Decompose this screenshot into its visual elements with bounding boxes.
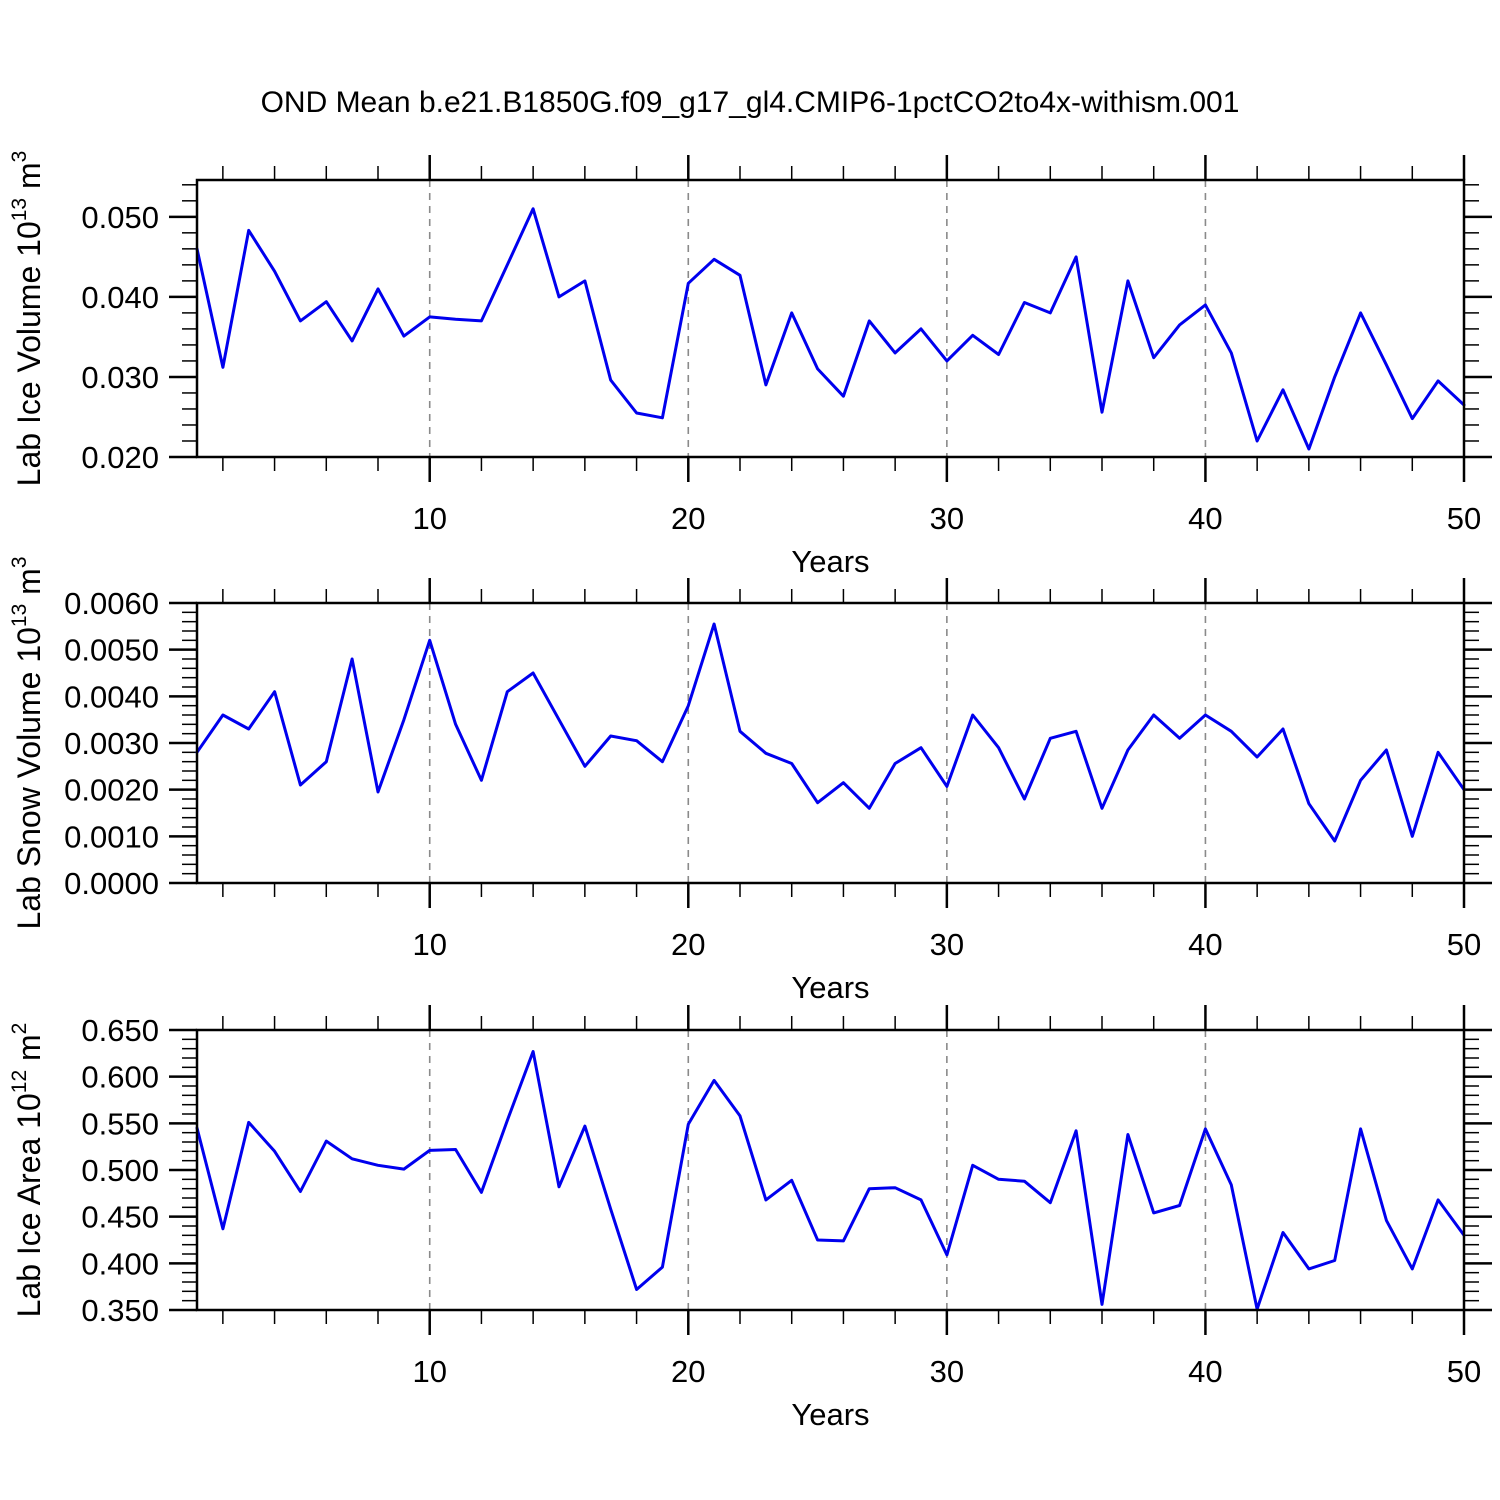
panel-2-frame: [195, 601, 1466, 885]
panel-1-x-tick-label: 30: [930, 501, 964, 536]
panel-3-x-tick-label: 30: [930, 1354, 964, 1389]
panel-1-y-axis-title-part: m: [11, 162, 47, 198]
panel-2-y-axis-title-part: m: [11, 568, 47, 604]
panel-2-y-tick-label: 0.0060: [64, 586, 159, 621]
panel-3-y-axis-title-part: m: [11, 1034, 47, 1070]
panel-3-y-tick-label: 0.350: [81, 1293, 159, 1328]
panel-3-y-axis-title: Lab Ice Area 1012 m2: [8, 1023, 47, 1318]
panel-2-y-axis-title-part: Lab Snow Volume 10: [11, 627, 47, 929]
panel-2-x-tick-label: 20: [671, 927, 705, 962]
panel-1-x-axis-title: Years: [791, 544, 869, 579]
panel-3-x-tick-label: 20: [671, 1354, 705, 1389]
panel-2-x-tick-label: 50: [1447, 927, 1481, 962]
panel-3-y-tick-label: 0.600: [81, 1060, 159, 1095]
panel-3-y-tick-label: 0.400: [81, 1246, 159, 1281]
panel-3-frame: [195, 1028, 1466, 1312]
panel-3-y-axis-title-part: 12: [8, 1070, 31, 1093]
panel-1-y-axis-title-part: 13: [8, 198, 31, 221]
panel-2-x-tick-label: 30: [930, 927, 964, 962]
panel-3-y-axis-title-part: 2: [8, 1023, 31, 1035]
panel-1-data-line: [195, 207, 1466, 451]
panel-2-y-tick-label: 0.0010: [64, 819, 159, 854]
panel-3-x-axis-title: Years: [791, 1397, 869, 1432]
panel-3-y-tick-label: 0.550: [81, 1106, 159, 1141]
panel-3-y-tick-label: 0.650: [81, 1013, 159, 1048]
panel-3-data-line: [195, 1050, 1466, 1311]
panel-3-y-tick-label: 0.500: [81, 1153, 159, 1188]
panel-2-y-tick-label: 0.0000: [64, 866, 159, 901]
panel-1-y-tick-label: 0.040: [81, 280, 159, 315]
panel-2-y-tick-label: 0.0050: [64, 633, 159, 668]
panel-3-x-tick-label: 50: [1447, 1354, 1481, 1389]
panel-2-x-tick-label: 40: [1188, 927, 1222, 962]
panel-3-y-axis-title-part: Lab Ice Area 10: [11, 1093, 47, 1317]
panel-1-x-tick-label: 50: [1447, 501, 1481, 536]
panel-2-y-axis-title-part: 13: [8, 604, 31, 627]
panel-1-y-tick-label: 0.030: [81, 360, 159, 395]
panel-2-data-line: [195, 622, 1466, 843]
panel-2-y-tick-label: 0.0030: [64, 726, 159, 761]
panel-1-y-tick-label: 0.050: [81, 200, 159, 235]
panel-2-y-tick-label: 0.0020: [64, 773, 159, 808]
panel-2-y-axis-title-part: 3: [8, 556, 31, 568]
panel-1-x-tick-label: 40: [1188, 501, 1222, 536]
panel-1-y-axis-title-part: Lab Ice Volume 10: [11, 221, 47, 486]
panel-1-y-axis-title: Lab Ice Volume 1013 m3: [8, 151, 47, 487]
panel-3-x-tick-label: 10: [412, 1354, 446, 1389]
panel-3-x-tick-label: 40: [1188, 1354, 1222, 1389]
panel-1-x-tick-label: 20: [671, 501, 705, 536]
panel-2-y-tick-label: 0.0040: [64, 679, 159, 714]
panel-2-x-tick-label: 10: [412, 927, 446, 962]
panel-2-x-axis-title: Years: [791, 970, 869, 1005]
chart-title: OND Mean b.e21.B1850G.f09_g17_gl4.CMIP6-…: [261, 86, 1240, 119]
panel-3-y-tick-label: 0.450: [81, 1200, 159, 1235]
panel-1-y-axis-title-part: 3: [8, 151, 31, 163]
panel-1-y-tick-label: 0.020: [81, 440, 159, 475]
panel-1-x-tick-label: 10: [412, 501, 446, 536]
panel-2-y-axis-title: Lab Snow Volume 1013 m3: [8, 556, 47, 929]
panel-1-frame: [195, 178, 1466, 459]
